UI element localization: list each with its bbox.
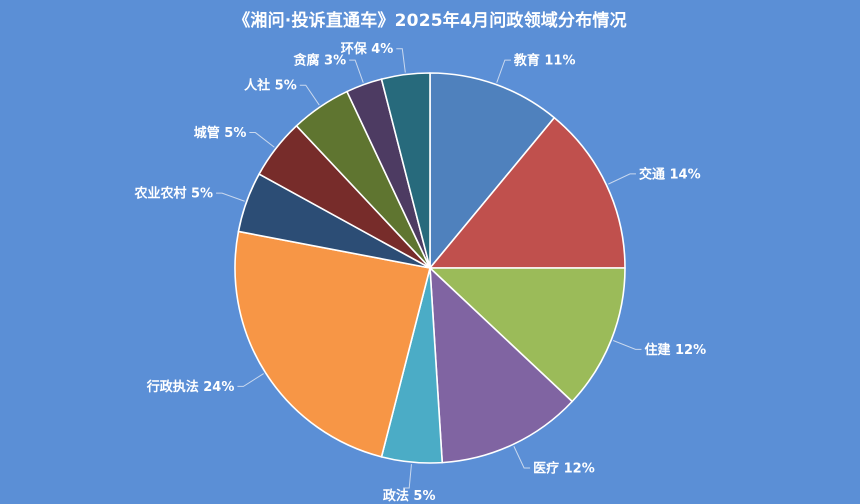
- leader-line-2: [608, 173, 636, 185]
- pie-slice-4: [429, 267, 573, 464]
- leader-line-6: [237, 373, 264, 387]
- slice-label-1: 教育 11%: [513, 53, 576, 69]
- leader-line-10: [349, 59, 364, 83]
- slice-label-5: 政法 5%: [383, 488, 436, 504]
- pie-slices: [234, 72, 626, 464]
- slice-label-7: 农业农村 5%: [133, 186, 213, 202]
- slice-label-4: 医疗 12%: [533, 460, 595, 476]
- leader-line-4: [513, 446, 531, 469]
- leader-line-5: [403, 464, 412, 489]
- slice-label-9: 人社 5%: [244, 78, 297, 94]
- leader-line-1: [496, 59, 511, 83]
- chart-title: 《湘问·投诉直通车》2025年4月问政领域分布情况: [233, 11, 627, 31]
- slice-label-3: 住建 12%: [644, 342, 706, 358]
- leader-line-7: [216, 192, 245, 202]
- slice-labels: 教育 11% 交通 14% 住建 12% 医疗 12% 政法 5% 行政执法 24% 农业农…: [133, 41, 706, 504]
- slice-label-10: 贪腐 3%: [293, 53, 347, 69]
- leader-line-9: [299, 84, 320, 106]
- pie-slice-1: [429, 72, 556, 269]
- leader-line-8: [249, 132, 275, 148]
- leader-line-11: [396, 48, 406, 73]
- slice-label-8: 城管 5%: [194, 125, 247, 141]
- pie-slice-2: [429, 116, 626, 269]
- slice-label-11: 环保 4%: [341, 41, 394, 57]
- pie-slice-6: [234, 230, 431, 458]
- leader-line-3: [612, 340, 642, 350]
- slice-label-6: 行政执法 24%: [146, 379, 235, 395]
- pie-slice-3: [429, 267, 626, 403]
- pie-slice-11: [380, 72, 431, 269]
- slice-label-2: 交通 14%: [639, 166, 701, 182]
